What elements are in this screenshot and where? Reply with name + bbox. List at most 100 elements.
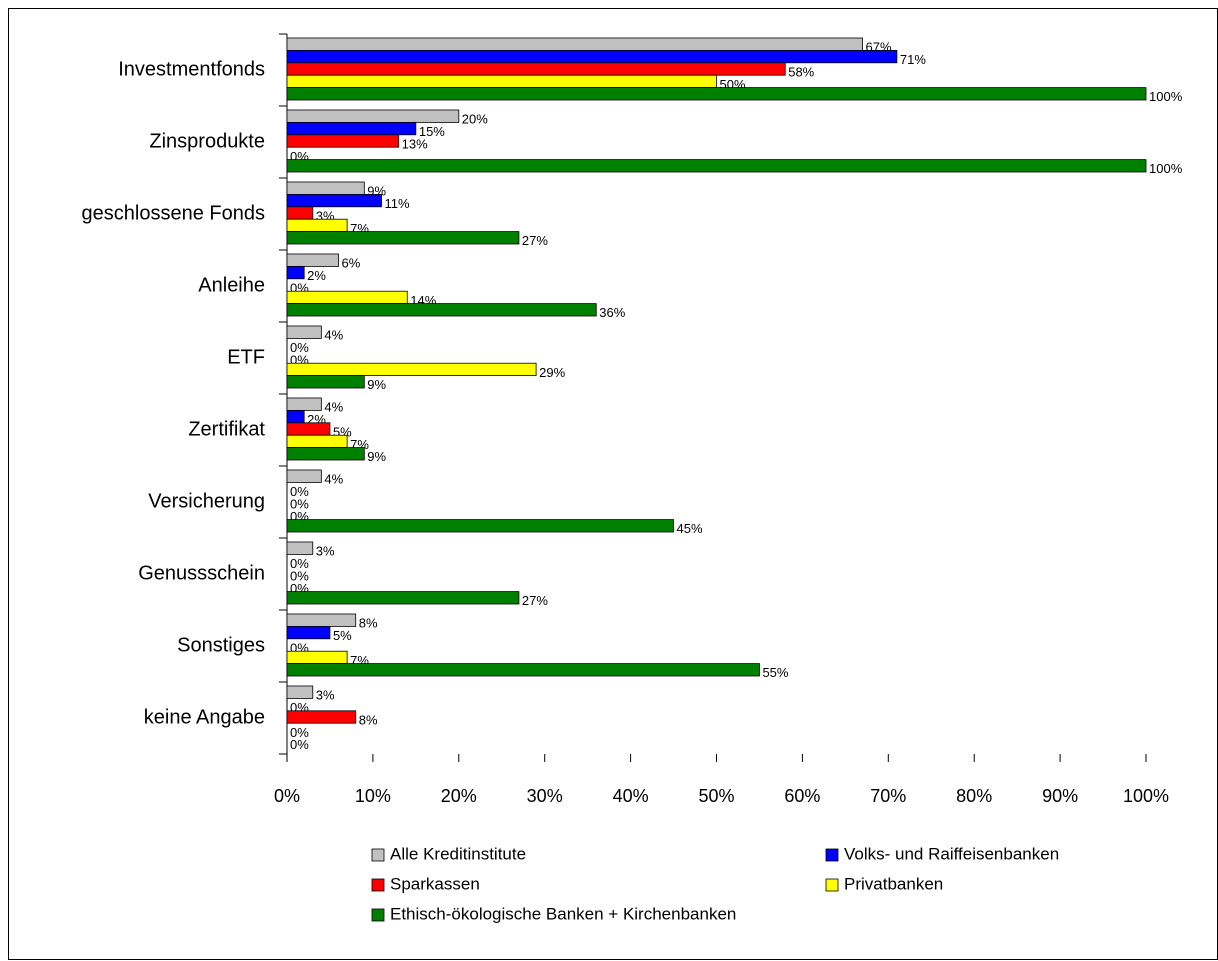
x-tick-label: 10% <box>355 786 391 806</box>
value-label: 11% <box>384 196 409 211</box>
bar <box>286 62 786 76</box>
value-label: 3% <box>316 688 335 703</box>
value-label: 27% <box>522 593 548 608</box>
value-label: 4% <box>324 400 343 415</box>
bar <box>286 181 365 195</box>
value-label: 27% <box>522 233 548 248</box>
bar <box>286 37 863 51</box>
legend-label: Alle Kreditinstitute <box>390 844 526 863</box>
y-tick-label: Zertifikat <box>188 418 265 440</box>
bar <box>286 231 520 245</box>
bar <box>286 265 305 280</box>
x-tick-label: 90% <box>1042 786 1078 806</box>
legend-label: Volks- und Raiffeisenbanken <box>844 844 1059 863</box>
x-tick-label: 100% <box>1123 786 1169 806</box>
bar <box>286 122 417 136</box>
y-tick-label: Versicherung <box>148 490 265 512</box>
value-label: 0% <box>290 496 309 511</box>
value-label: 6% <box>342 256 361 271</box>
bar <box>286 303 597 317</box>
bar <box>286 541 314 555</box>
bar <box>286 409 305 424</box>
value-label: 15% <box>419 124 445 139</box>
bar <box>286 685 314 699</box>
x-tick-label: 80% <box>956 786 992 806</box>
x-tick-label: 30% <box>527 786 563 806</box>
x-tick-label: 70% <box>870 786 906 806</box>
value-label: 8% <box>359 712 378 727</box>
bar <box>286 193 382 208</box>
bar <box>286 375 365 389</box>
value-label: 9% <box>367 449 386 464</box>
bar <box>286 290 408 305</box>
legend-swatch <box>371 908 385 922</box>
bar <box>286 663 760 677</box>
bar <box>286 159 1147 173</box>
value-label: 0% <box>290 725 309 740</box>
value-label: 0% <box>290 340 309 355</box>
bar <box>286 397 322 411</box>
value-label: 8% <box>359 616 378 631</box>
value-label: 2% <box>307 268 326 283</box>
y-tick-label: Sonstiges <box>177 634 265 656</box>
value-label: 0% <box>290 556 309 571</box>
y-tick-label: ETF <box>227 346 265 368</box>
value-label: 4% <box>324 472 343 487</box>
legend-label: Ethisch-ökologische Banken + Kirchenbank… <box>390 904 736 923</box>
value-label: 100% <box>1149 89 1183 104</box>
value-label: 5% <box>333 628 352 643</box>
bar <box>286 434 348 449</box>
value-label: 20% <box>462 112 488 127</box>
x-tick-label: 20% <box>441 786 477 806</box>
bar <box>286 710 357 724</box>
bar <box>286 74 717 88</box>
bar <box>286 447 365 461</box>
legend-label: Sparkassen <box>390 874 480 893</box>
bar <box>286 109 460 123</box>
value-label: 58% <box>788 64 814 79</box>
bar <box>286 626 331 640</box>
value-label: 0% <box>290 737 309 752</box>
bar <box>286 422 331 436</box>
bar <box>286 50 898 64</box>
value-label: 55% <box>762 665 788 680</box>
legend-swatch <box>825 848 839 862</box>
x-tick-label: 0% <box>274 786 300 806</box>
bar <box>286 218 348 232</box>
y-tick-label: Zinsprodukte <box>149 130 265 152</box>
x-tick-label: 40% <box>613 786 649 806</box>
y-tick-label: keine Angabe <box>144 706 265 728</box>
legend-swatch <box>371 848 385 862</box>
bar <box>286 362 537 377</box>
value-label: 45% <box>677 521 703 536</box>
legend-label: Privatbanken <box>844 874 943 893</box>
bar <box>286 650 348 665</box>
bar <box>286 591 520 605</box>
y-tick-label: Genussschein <box>138 562 265 584</box>
y-tick-label: Anleihe <box>198 274 265 296</box>
bar <box>286 519 674 533</box>
value-label: 9% <box>367 377 386 392</box>
bar <box>286 613 357 627</box>
bar <box>286 253 339 267</box>
y-tick-label: geschlossene Fonds <box>82 202 265 224</box>
value-label: 13% <box>402 136 428 151</box>
value-label: 0% <box>290 484 309 499</box>
x-tick-label: 60% <box>784 786 820 806</box>
value-label: 0% <box>290 568 309 583</box>
bar <box>286 134 400 148</box>
bar <box>286 206 314 220</box>
bar <box>286 325 322 339</box>
bar <box>286 469 322 483</box>
value-label: 4% <box>324 328 343 343</box>
legend-swatch <box>371 878 385 892</box>
legend-swatch <box>825 878 839 892</box>
value-label: 71% <box>900 52 926 67</box>
bar <box>286 87 1147 101</box>
value-label: 3% <box>316 544 335 559</box>
value-label: 100% <box>1149 161 1183 176</box>
x-tick-label: 50% <box>698 786 734 806</box>
value-label: 29% <box>539 365 565 380</box>
